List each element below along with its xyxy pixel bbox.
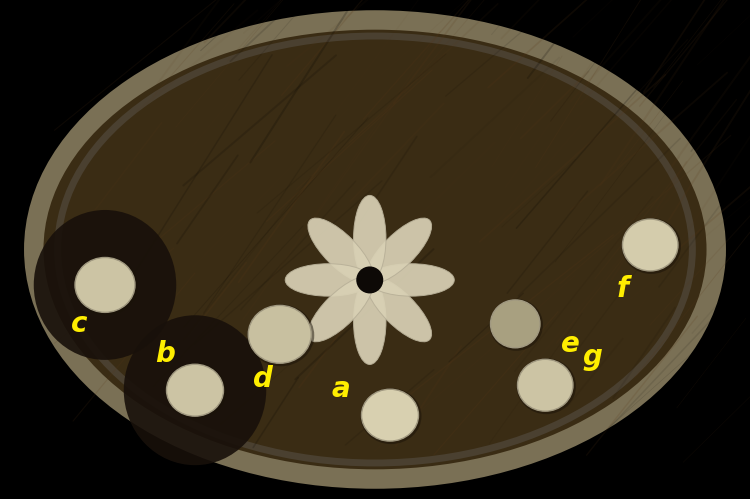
Ellipse shape xyxy=(166,364,224,416)
Ellipse shape xyxy=(75,257,135,312)
Ellipse shape xyxy=(362,389,419,441)
Text: b: b xyxy=(155,340,175,368)
Ellipse shape xyxy=(34,20,716,479)
Ellipse shape xyxy=(361,388,422,444)
Ellipse shape xyxy=(518,359,573,411)
Ellipse shape xyxy=(308,276,373,342)
Ellipse shape xyxy=(248,305,311,363)
Ellipse shape xyxy=(367,276,431,342)
Ellipse shape xyxy=(517,358,576,414)
Ellipse shape xyxy=(622,219,678,271)
Ellipse shape xyxy=(353,196,386,281)
Ellipse shape xyxy=(308,218,373,283)
Ellipse shape xyxy=(368,264,454,296)
Text: e: e xyxy=(560,330,580,358)
Ellipse shape xyxy=(367,218,431,283)
Ellipse shape xyxy=(285,264,371,296)
Text: d: d xyxy=(253,365,272,393)
Text: c: c xyxy=(70,310,87,338)
Ellipse shape xyxy=(622,218,681,274)
Circle shape xyxy=(356,266,383,293)
Text: f: f xyxy=(616,275,628,303)
Ellipse shape xyxy=(34,210,176,360)
Text: g: g xyxy=(583,343,602,371)
Text: a: a xyxy=(332,375,350,403)
Ellipse shape xyxy=(248,304,314,366)
Ellipse shape xyxy=(353,278,386,364)
Ellipse shape xyxy=(490,300,540,348)
Ellipse shape xyxy=(490,299,543,351)
Ellipse shape xyxy=(124,315,266,465)
Ellipse shape xyxy=(74,256,138,315)
Ellipse shape xyxy=(166,363,226,419)
